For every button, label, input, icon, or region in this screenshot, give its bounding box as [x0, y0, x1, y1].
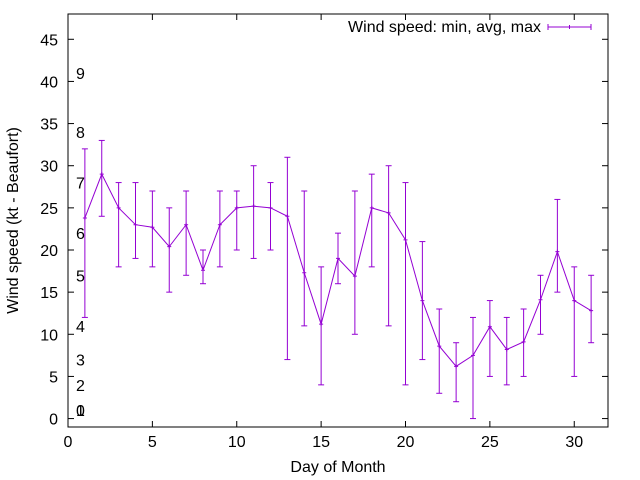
avg-point: [302, 270, 307, 275]
x-tick-label: 15: [312, 434, 330, 451]
beaufort-label: 4: [76, 319, 85, 336]
plot-frame: [67, 13, 609, 428]
y-tick-label: 5: [49, 369, 58, 386]
x-tick-label: 5: [148, 434, 157, 451]
avg-point: [555, 249, 560, 254]
y-tick-label: 45: [40, 32, 58, 49]
avg-point: [201, 268, 205, 273]
beaufort-label: 6: [76, 226, 85, 243]
avg-point: [420, 298, 425, 303]
avg-point: [471, 353, 475, 358]
avg-point: [454, 364, 459, 369]
y-tick-label: 20: [40, 243, 58, 260]
avg-point: [572, 298, 577, 303]
avg-point: [504, 347, 509, 352]
avg-point: [403, 237, 408, 242]
avg-point: [319, 322, 324, 327]
y-tick-label: 10: [40, 327, 58, 344]
x-tick-label: 20: [397, 434, 415, 451]
y-tick-label: 0: [49, 412, 58, 429]
avg-point: [521, 339, 526, 344]
y-tick-label: 15: [40, 285, 58, 302]
avg-point: [487, 324, 492, 329]
y-axis-title: Wind speed (kt - Beaufort): [5, 127, 22, 314]
avg-point: [234, 205, 239, 210]
x-tick-label: 30: [565, 434, 583, 451]
avg-point: [251, 204, 256, 209]
avg-point: [150, 225, 155, 230]
avg-point: [386, 210, 391, 215]
avg-point: [538, 297, 543, 302]
y-tick-label: 40: [40, 74, 58, 91]
avg-point: [184, 222, 189, 227]
avg-point: [285, 214, 290, 219]
avg-point: [133, 222, 138, 227]
beaufort-label: 7: [76, 176, 85, 193]
y-tick-label: 30: [40, 159, 58, 176]
avg-point: [589, 308, 594, 313]
legend-label: Wind speed: min, avg, max: [348, 19, 541, 36]
x-tick-label: 10: [228, 434, 246, 451]
avg-point: [268, 205, 273, 210]
beaufort-label: 3: [76, 353, 85, 370]
avg-point: [369, 205, 374, 210]
beaufort-label: 9: [76, 66, 85, 83]
beaufort-label: 2: [76, 378, 85, 395]
avg-point: [437, 344, 442, 349]
x-tick-label: 0: [64, 434, 73, 451]
beaufort-label: 0: [76, 403, 85, 420]
x-tick-label: 25: [481, 434, 499, 451]
avg-point: [116, 205, 121, 210]
avg-point: [99, 172, 104, 177]
avg-point: [217, 222, 222, 227]
x-axis-title: Day of Month: [290, 459, 385, 476]
avg-point: [167, 244, 172, 249]
beaufort-label: 1: [76, 403, 85, 420]
beaufort-label: 8: [76, 125, 85, 142]
y-tick-label: 35: [40, 117, 58, 134]
legend-sample: [547, 24, 592, 30]
avg-point: [352, 274, 357, 279]
y-tick-label: 25: [40, 201, 58, 218]
avg-point: [336, 256, 340, 261]
avg-point: [82, 215, 87, 220]
beaufort-label: 5: [76, 268, 85, 285]
